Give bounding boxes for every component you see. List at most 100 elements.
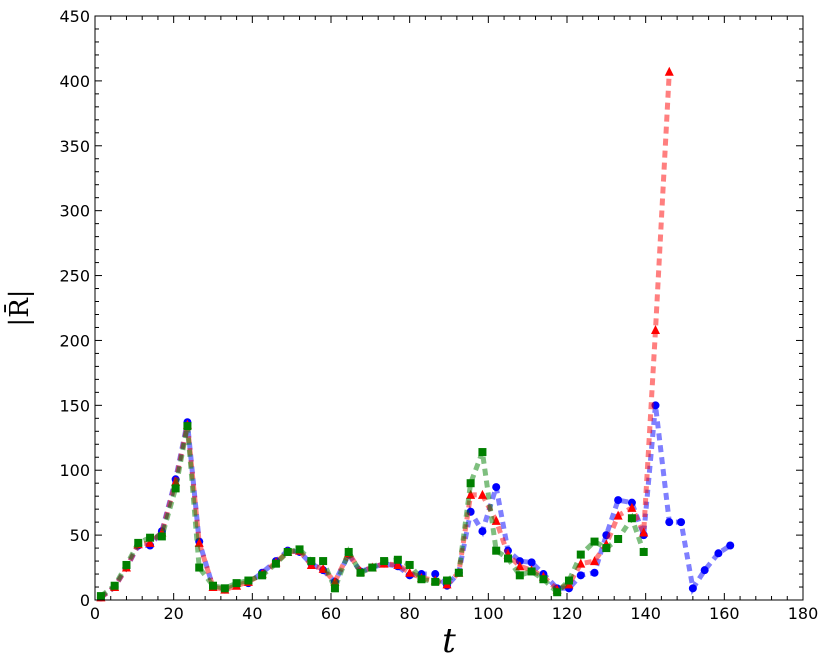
x-tick-label: 20 (163, 604, 183, 623)
data-point (122, 560, 131, 569)
data-point (492, 546, 501, 555)
data-point (157, 532, 166, 541)
data-point (477, 489, 487, 499)
data-point (405, 560, 414, 569)
data-point (590, 556, 600, 566)
data-point (330, 584, 339, 593)
data-point (110, 581, 119, 590)
series-line (99, 405, 732, 600)
data-point (714, 549, 723, 558)
data-point (627, 514, 636, 523)
series-square (96, 422, 648, 601)
y-tick-label: 250 (59, 267, 90, 286)
data-point (651, 325, 660, 335)
x-tick-label: 80 (399, 604, 419, 623)
data-point (271, 559, 280, 568)
data-point (614, 496, 623, 505)
data-point (726, 541, 735, 550)
data-point (590, 568, 599, 577)
y-tick-label: 200 (59, 331, 90, 350)
data-point (527, 567, 536, 576)
x-tick-label: 60 (321, 604, 341, 623)
data-point (220, 584, 229, 593)
x-tick-label: 100 (473, 604, 504, 623)
data-point (688, 584, 697, 593)
x-tick-label: 40 (242, 604, 262, 623)
ticks-layer: 0 20 40 60 80 100 120 140 160 180 0 50 100 150 200 250 3… (59, 7, 818, 623)
data-point (576, 571, 585, 580)
data-point (344, 547, 353, 556)
data-point (665, 518, 674, 527)
data-point (478, 527, 487, 536)
data-point (466, 479, 475, 488)
x-tick-label: 120 (552, 604, 583, 623)
x-tick-label: 0 (90, 604, 100, 623)
data-point (590, 537, 599, 546)
y-tick-label: 350 (59, 137, 90, 156)
data-point (96, 592, 105, 601)
data-point (627, 502, 637, 512)
data-point (564, 576, 573, 585)
data-point (515, 571, 524, 580)
data-point (368, 563, 377, 572)
data-point (602, 544, 611, 553)
data-point (504, 554, 512, 563)
data-point (295, 545, 304, 554)
data-point (393, 555, 402, 564)
x-tick-label: 180 (788, 604, 819, 623)
data-point (443, 576, 452, 585)
y-tick-label: 150 (59, 396, 90, 415)
y-tick-label: 100 (59, 461, 90, 480)
data-point (244, 576, 253, 585)
data-point (431, 570, 440, 579)
data-point (232, 579, 241, 588)
y-axis-title: |R̄| (3, 289, 35, 326)
data-point (146, 533, 155, 542)
data-point (134, 538, 143, 547)
data-point (258, 571, 267, 580)
data-point (613, 510, 623, 520)
data-point (492, 483, 501, 492)
data-point (393, 559, 403, 569)
data-point (553, 588, 562, 597)
data-point (614, 535, 623, 544)
data-point (356, 568, 365, 577)
data-point (307, 557, 316, 566)
data-point (639, 527, 649, 537)
data-point (431, 577, 440, 586)
data-point (700, 566, 709, 575)
y-tick-label: 50 (70, 526, 90, 545)
data-point (283, 547, 292, 556)
data-point (576, 550, 585, 559)
data-point (194, 537, 204, 547)
data-point (664, 66, 674, 76)
data-point (417, 575, 426, 584)
x-tick-label: 160 (709, 604, 740, 623)
data-point (171, 484, 180, 493)
series-triangle (96, 66, 674, 602)
y-tick-label: 400 (59, 72, 90, 91)
x-axis-title: t (442, 621, 456, 661)
data-point (527, 558, 536, 567)
data-point (627, 498, 636, 507)
series-layer (96, 66, 735, 602)
data-point (478, 448, 487, 457)
data-point (677, 518, 686, 527)
data-point (454, 568, 463, 577)
data-point (195, 563, 204, 572)
data-point (405, 567, 415, 577)
data-point (183, 422, 192, 431)
series-line (99, 71, 672, 600)
data-point (539, 575, 548, 584)
y-tick-label: 450 (59, 7, 90, 26)
data-point (466, 489, 476, 499)
data-point (145, 537, 155, 547)
y-tick-label: 0 (80, 591, 90, 610)
data-point (319, 557, 328, 566)
data-point (639, 547, 648, 556)
data-point (380, 557, 389, 566)
plot-frame (94, 15, 804, 601)
x-tick-label: 140 (630, 604, 661, 623)
y-tick-label: 300 (59, 202, 90, 221)
